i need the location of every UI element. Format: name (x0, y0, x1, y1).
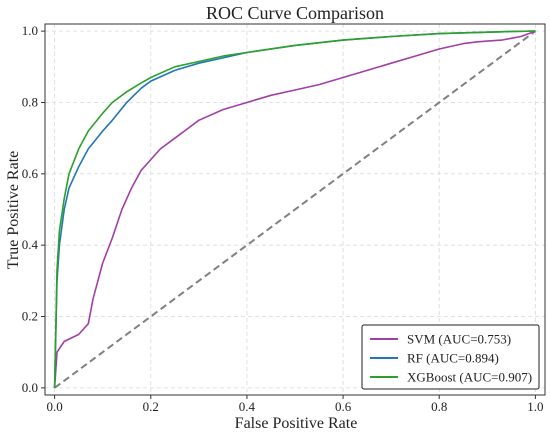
x-tick-label: 0.4 (239, 399, 256, 414)
y-tick-label: 0.6 (22, 166, 39, 181)
legend: SVM (AUC=0.753) RF (AUC=0.894) XGBoost (AU… (361, 324, 540, 390)
y-axis: 0.0 0.2 0.4 0.6 0.8 1.0 (22, 23, 45, 395)
x-tick-label: 0.6 (335, 399, 352, 414)
y-axis-label: True Positive Rate (5, 151, 22, 270)
x-axis-label: False Positive Rate (235, 415, 358, 432)
plot-frame (44, 23, 546, 396)
y-tick-label: 0.2 (22, 309, 38, 324)
y-tick-label: 0.0 (22, 380, 38, 395)
legend-label: SVM (AUC=0.753) (407, 332, 511, 347)
series-line-2 (53, 30, 536, 388)
legend-label: RF (AUC=0.894) (407, 351, 499, 366)
reference-diagonal-line (54, 30, 536, 389)
y-tick-label: 1.0 (22, 23, 38, 38)
chart-title: ROC Curve Comparison (206, 3, 384, 23)
x-tick-label: 0.2 (143, 399, 159, 414)
y-tick-label: 0.8 (22, 94, 38, 109)
x-tick-label: 1.0 (527, 399, 543, 414)
x-tick-label: 0.8 (431, 399, 447, 414)
x-tick-label: 0.0 (46, 399, 62, 414)
legend-label: XGBoost (AUC=0.907) (407, 370, 532, 385)
y-tick-label: 0.4 (22, 237, 39, 252)
legend-box (361, 324, 540, 390)
series-line-0 (53, 30, 536, 388)
plot-area (53, 30, 536, 389)
x-axis: 0.0 0.2 0.4 0.6 0.8 1.0 (46, 395, 544, 414)
